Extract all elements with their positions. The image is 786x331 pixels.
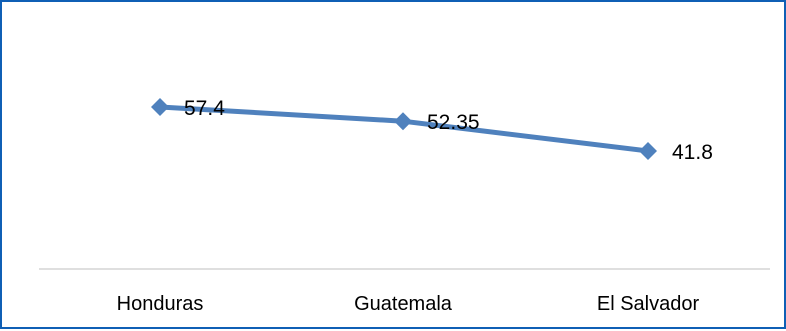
data-point-marker <box>151 98 169 116</box>
data-point-marker <box>394 112 412 131</box>
data-label: 41.8 <box>672 141 713 164</box>
data-label: 57.4 <box>184 97 225 120</box>
data-point-marker <box>639 142 657 160</box>
data-label: 52.35 <box>427 111 480 134</box>
category-tick-label: Honduras <box>117 293 204 315</box>
category-tick-label: Guatemala <box>354 293 453 315</box>
category-tick-label: El Salvador <box>597 293 700 315</box>
